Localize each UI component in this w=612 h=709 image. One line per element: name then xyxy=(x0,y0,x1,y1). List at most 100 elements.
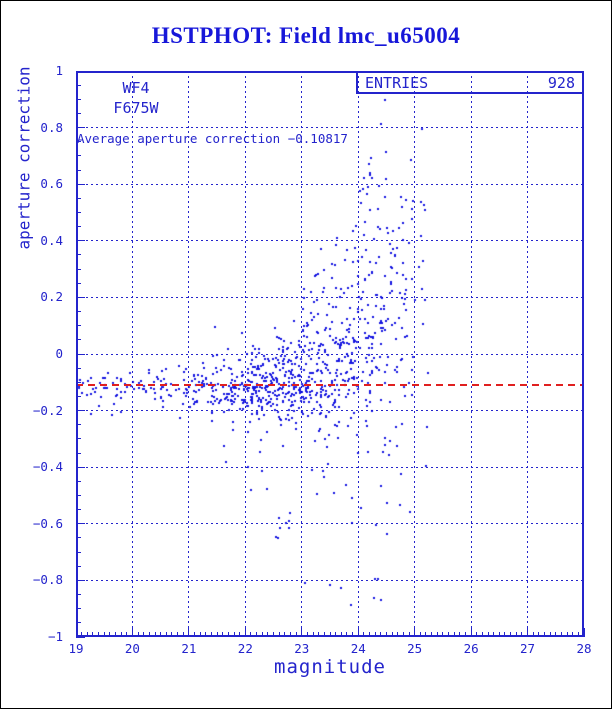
axis-tick xyxy=(538,632,540,637)
x-tick-label: 27 xyxy=(520,641,536,656)
x-tick-label: 24 xyxy=(350,641,366,656)
average-line xyxy=(76,383,584,386)
axis-tick xyxy=(442,632,444,637)
axis-tick xyxy=(76,452,81,454)
axis-tick xyxy=(498,632,500,637)
axis-tick xyxy=(284,632,286,637)
axis-tick xyxy=(419,632,421,637)
axis-tick xyxy=(76,268,81,270)
entries-value: 928 xyxy=(547,73,575,92)
axis-tick xyxy=(76,311,81,313)
axis-tick xyxy=(233,632,235,637)
y-tick-label: −0.6 xyxy=(32,515,63,531)
axis-tick xyxy=(76,495,81,496)
axis-tick xyxy=(510,632,512,637)
axis-tick xyxy=(318,632,320,637)
axis-tick xyxy=(278,632,280,637)
axis-tick xyxy=(453,632,455,637)
axis-tick xyxy=(199,632,201,637)
axis-tick xyxy=(194,632,196,637)
axis-tick xyxy=(532,632,534,637)
axis-tick xyxy=(295,632,297,637)
axis-tick xyxy=(487,632,489,637)
axis-tick xyxy=(76,551,81,553)
chart-title: HSTPHOT: Field lmc_u65004 xyxy=(151,23,461,48)
axis-tick xyxy=(380,632,382,637)
axis-tick xyxy=(76,466,85,468)
axis-tick xyxy=(210,632,212,637)
axis-tick xyxy=(76,282,81,284)
axis-tick xyxy=(549,632,551,637)
entries-label: ENTRIES xyxy=(365,73,429,92)
axis-tick xyxy=(76,296,85,298)
axis-tick xyxy=(76,381,81,383)
y-tick-label: 0.6 xyxy=(40,176,63,192)
detector-label: WF4 xyxy=(122,79,150,97)
y-tick-label: −0.2 xyxy=(32,402,63,418)
axis-tick xyxy=(154,632,156,637)
axis-tick xyxy=(543,632,545,637)
x-tick-label: 20 xyxy=(124,641,140,656)
y-tick-label: −1 xyxy=(47,629,63,644)
axis-tick xyxy=(222,632,224,637)
axis-tick xyxy=(76,636,85,638)
axis-tick xyxy=(76,594,81,596)
axis-tick xyxy=(267,632,269,637)
axis-tick xyxy=(527,628,529,637)
axis-tick xyxy=(431,632,433,637)
axis-tick xyxy=(397,632,399,637)
axis-tick xyxy=(76,212,81,213)
axis-tick xyxy=(374,632,376,637)
axis-tick xyxy=(76,622,81,624)
y-tick-label: 0.8 xyxy=(40,119,63,135)
entries-box: ENTRIES 928 xyxy=(356,71,584,94)
axis-tick xyxy=(555,632,557,637)
axis-tick xyxy=(115,632,116,637)
axis-tick xyxy=(171,632,173,637)
y-tick-label: 0.4 xyxy=(40,232,63,248)
axis-tick xyxy=(188,628,190,637)
x-tick-label: 28 xyxy=(576,641,592,656)
y-tick-label: −0.4 xyxy=(32,459,63,475)
axis-tick xyxy=(408,632,410,637)
x-axis-label: magnitude xyxy=(274,656,386,678)
axis-tick xyxy=(76,509,81,511)
axis-tick xyxy=(160,632,162,637)
axis-tick xyxy=(273,632,275,637)
axis-tick xyxy=(340,632,342,637)
axis-tick xyxy=(76,183,85,185)
y-tick-label: 0.2 xyxy=(40,289,63,305)
x-tick-label: 21 xyxy=(181,641,197,656)
axis-tick xyxy=(323,632,325,637)
axis-tick xyxy=(205,632,207,637)
axis-tick xyxy=(560,632,562,637)
axis-tick xyxy=(126,632,128,637)
axis-tick xyxy=(216,632,218,637)
x-tick-label: 26 xyxy=(463,641,479,656)
axis-tick xyxy=(76,127,85,129)
axis-tick xyxy=(76,523,85,525)
axis-tick xyxy=(357,628,359,637)
axis-tick xyxy=(436,632,438,637)
axis-tick xyxy=(521,632,523,637)
axis-tick xyxy=(459,632,461,637)
axis-tick xyxy=(92,632,94,637)
axis-tick xyxy=(76,480,81,482)
axis-tick xyxy=(346,632,348,637)
x-tick-label: 25 xyxy=(407,641,423,656)
axis-tick xyxy=(504,632,506,637)
axis-tick xyxy=(76,438,81,440)
axis-tick xyxy=(76,254,81,256)
axis-tick xyxy=(464,632,466,637)
axis-tick xyxy=(76,353,85,355)
axis-tick xyxy=(335,632,337,637)
axis-tick xyxy=(476,632,478,637)
axis-tick xyxy=(329,632,331,637)
axis-tick xyxy=(76,395,81,397)
axis-tick xyxy=(131,628,133,637)
axis-tick xyxy=(76,608,81,610)
axis-tick xyxy=(312,632,314,637)
axis-tick xyxy=(76,98,81,100)
axis-tick xyxy=(76,226,81,228)
